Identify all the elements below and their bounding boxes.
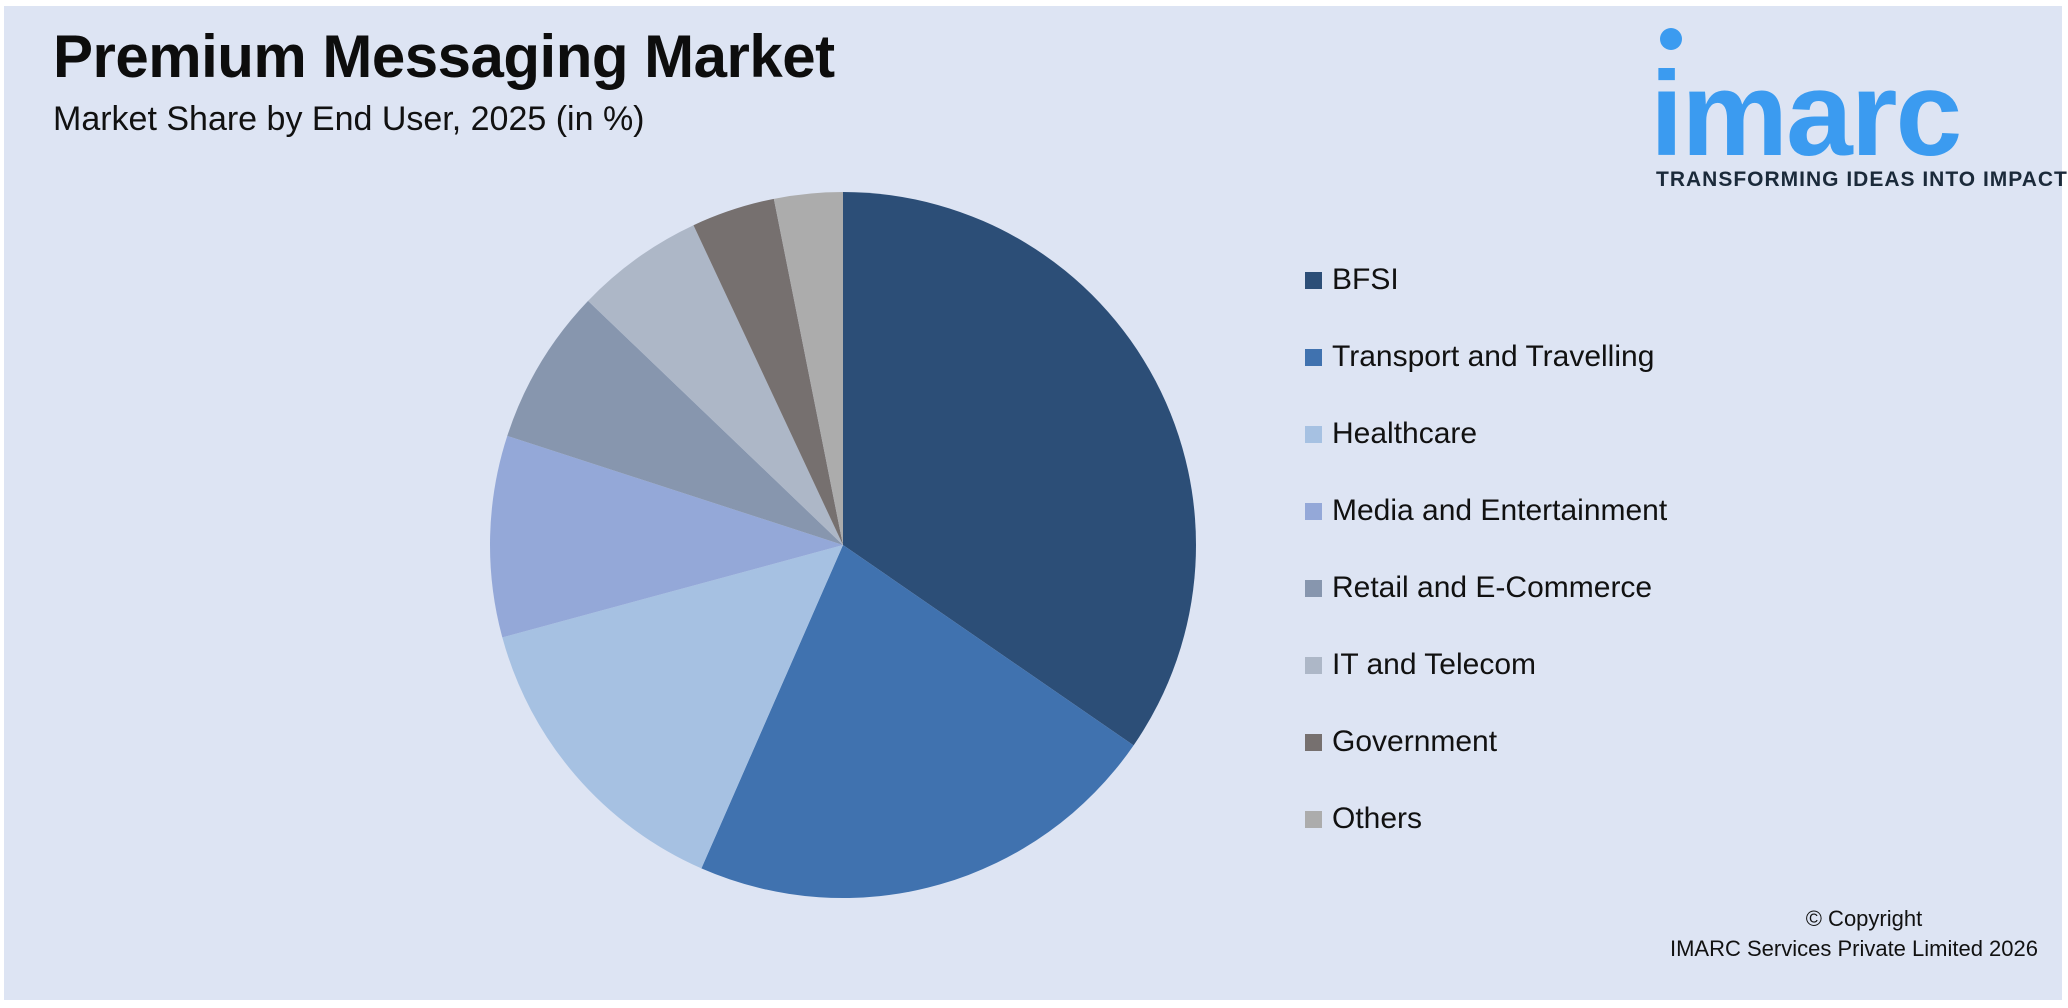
legend-item: Transport and Travelling xyxy=(1305,337,1667,414)
pie-slice-transport-and-travelling xyxy=(701,545,1134,898)
pie-slice-healthcare xyxy=(502,545,843,869)
chart-title: Premium Messaging Market xyxy=(53,23,835,90)
legend-item: BFSI xyxy=(1305,260,1667,337)
legend-label: BFSI xyxy=(1332,263,1399,296)
legend-swatch xyxy=(1305,426,1322,443)
copyright-notice: © Copyright IMARC Services Private Limit… xyxy=(1670,904,2038,964)
legend-swatch xyxy=(1305,503,1322,520)
pie-slice-others xyxy=(773,192,843,545)
legend-item: Retail and E-Commerce xyxy=(1305,568,1667,645)
legend-item: IT and Telecom xyxy=(1305,645,1667,722)
legend-swatch xyxy=(1305,734,1322,751)
legend-swatch xyxy=(1305,811,1322,828)
legend-label: Healthcare xyxy=(1332,417,1478,450)
pie-slice-government xyxy=(693,198,843,545)
copyright-line1: © Copyright xyxy=(1805,906,1923,931)
pie-slice-media-and-entertainment xyxy=(490,435,843,638)
imarc-logo: imarc TRANSFORMING IDEAS INTO IMPACT xyxy=(1640,22,2067,202)
legend-item: Media and Entertainment xyxy=(1305,491,1667,568)
pie-slice-retail-and-e-commerce xyxy=(507,300,843,545)
legend-label: Transport and Travelling xyxy=(1332,340,1655,373)
legend-item: Government xyxy=(1305,722,1667,799)
pie-slice-it-and-telecom xyxy=(588,225,843,545)
legend-swatch xyxy=(1305,349,1322,366)
chart-subtitle: Market Share by End User, 2025 (in %) xyxy=(53,100,645,138)
legend-label: IT and Telecom xyxy=(1332,648,1537,681)
legend-swatch xyxy=(1305,272,1322,289)
pie-slice-bfsi xyxy=(843,192,1196,746)
legend-label: Media and Entertainment xyxy=(1332,494,1668,527)
legend-label: Retail and E-Commerce xyxy=(1332,571,1653,604)
copyright-line2: IMARC Services Private Limited 2026 xyxy=(1669,936,2038,961)
chart-legend: BFSI Transport and Travelling Healthcare Me… xyxy=(1305,260,1667,876)
legend-item: Others xyxy=(1305,799,1667,876)
logo-wordmark: imarc xyxy=(1650,47,1962,181)
logo-tagline: TRANSFORMING IDEAS INTO IMPACT xyxy=(1656,168,2068,191)
legend-swatch xyxy=(1305,580,1322,597)
logo-dot-icon xyxy=(1660,28,1682,50)
legend-item: Healthcare xyxy=(1305,414,1667,491)
legend-swatch xyxy=(1305,657,1322,674)
legend-label: Government xyxy=(1332,725,1498,758)
legend-label: Others xyxy=(1332,802,1423,835)
